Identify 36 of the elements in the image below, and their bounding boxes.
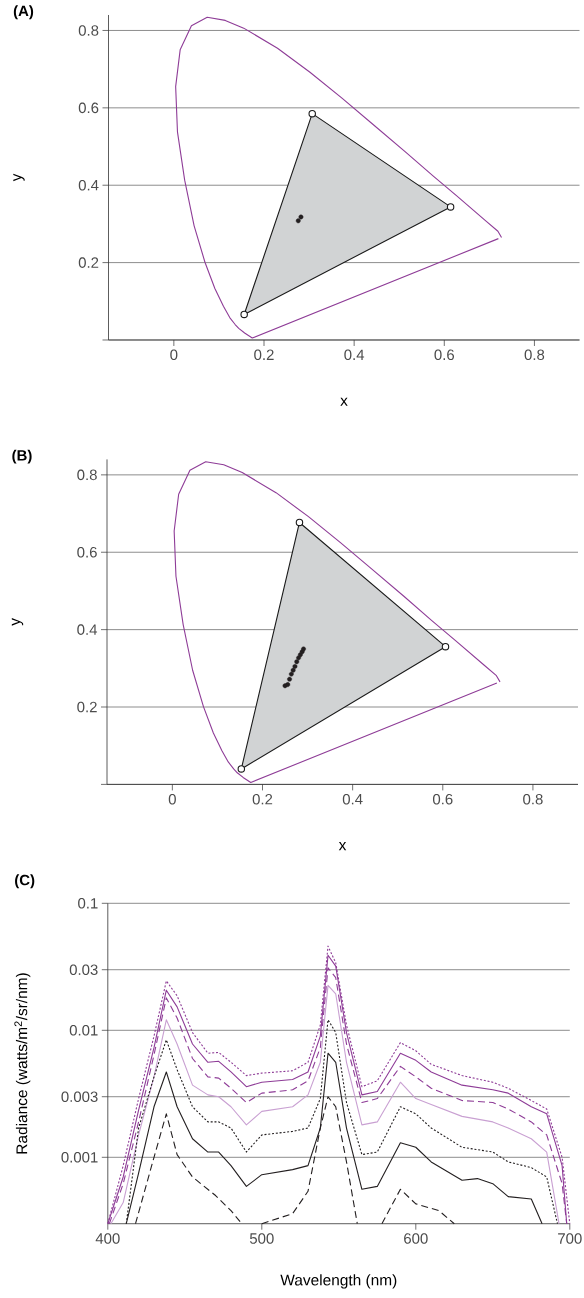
y-tick-label: 0.003: [61, 1091, 98, 1102]
y-tick-label: 0.4: [77, 624, 98, 635]
x-tick-label: 600: [404, 1233, 428, 1244]
y-tick-label: 0.2: [78, 257, 99, 268]
x-axis-title: Wavelength (nm): [280, 1274, 397, 1289]
y-tick-label: 0.03: [69, 964, 98, 975]
y-tick-label: 0.8: [78, 25, 99, 36]
x-tick-label: 700: [558, 1233, 582, 1244]
y-tick-label: 0.6: [78, 102, 99, 114]
y-axis-title: y: [11, 618, 24, 626]
x-tick-label: 500: [249, 1233, 274, 1244]
x-tick-label: 0: [168, 793, 176, 805]
x-tick-label: 400: [95, 1233, 120, 1244]
y-tick-label: 0.01: [69, 1025, 98, 1036]
x-axis-title: x: [338, 842, 347, 851]
y-tick-label: 0.6: [77, 546, 97, 558]
y-tick-label: 0.4: [78, 179, 99, 191]
x-tick-label: 0.2: [254, 349, 274, 361]
x-tick-label: 0.4: [342, 793, 363, 805]
y-tick-label: 0.2: [77, 701, 97, 713]
y-axis-title: Radiance (watts/m$^{2}$/sr/nm): [14, 973, 31, 1154]
x-tick-label: 0.8: [523, 793, 543, 805]
chart-title: (C): [15, 874, 35, 889]
x-tick-label: 0: [170, 349, 178, 361]
y-axis-title: y: [13, 173, 25, 182]
x-tick-label: 0.6: [432, 793, 453, 805]
x-tick-label: 0.6: [434, 349, 455, 361]
x-tick-label: 0.8: [524, 349, 545, 361]
y-tick-label: 0.001: [61, 1152, 98, 1163]
x-tick-label: 0.2: [252, 793, 273, 805]
x-tick-label: 0.4: [344, 349, 365, 361]
chart-title: (B): [12, 449, 32, 464]
y-tick-label: 0.8: [77, 469, 97, 481]
x-axis-title: x: [340, 397, 348, 406]
y-tick-label: 0.1: [78, 898, 98, 909]
chart-title: (A): [13, 5, 34, 20]
